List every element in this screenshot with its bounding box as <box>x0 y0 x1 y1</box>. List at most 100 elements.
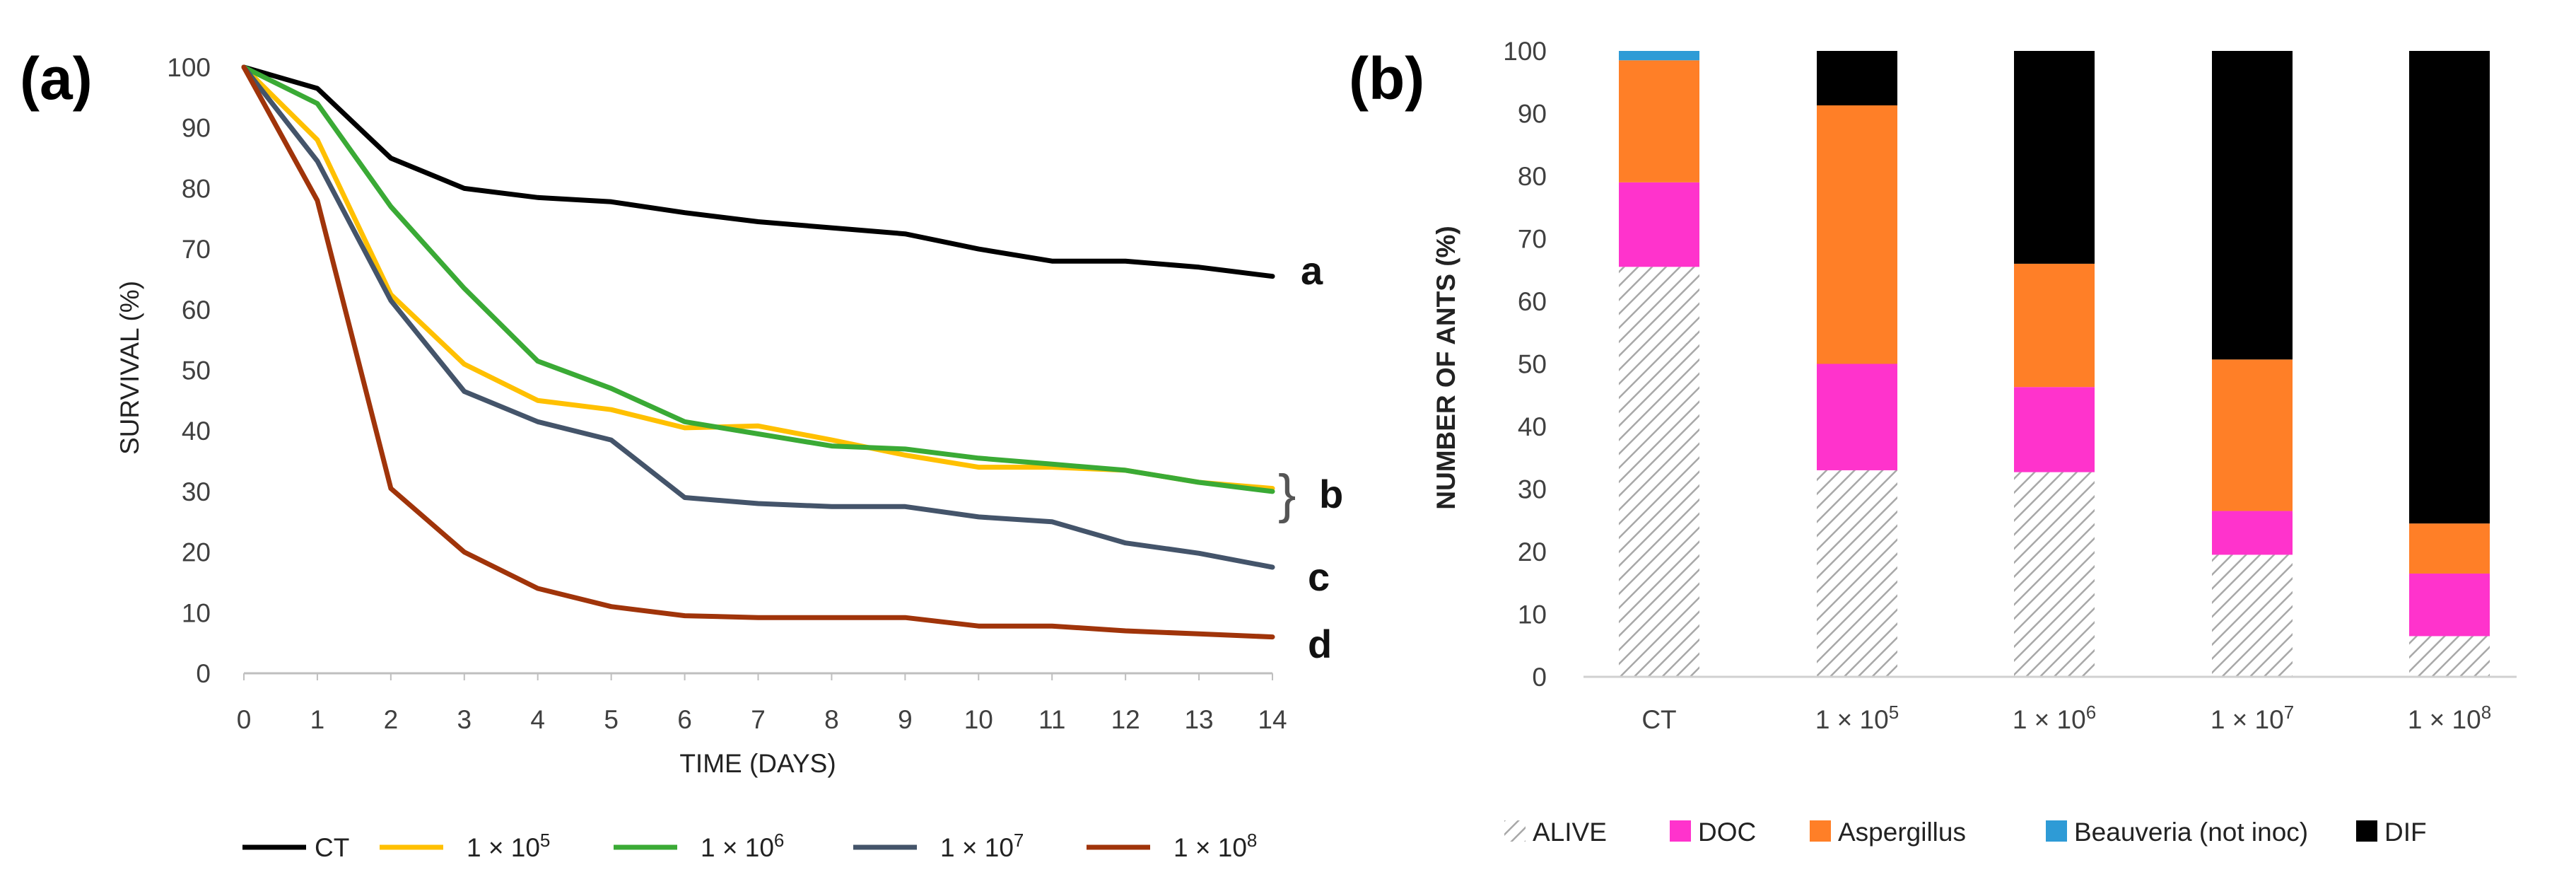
legend-swatch <box>2046 820 2067 842</box>
bar-segment-alive <box>2014 472 2095 677</box>
legend-label: DIF <box>2384 818 2427 847</box>
series-line-1-105 <box>241 64 1275 492</box>
y-tick-label: 40 <box>182 417 211 446</box>
x-axis-title: TIME (DAYS) <box>679 749 836 778</box>
category-label: 1 × 106 <box>2013 702 2096 734</box>
legend-swatch <box>1810 820 1831 842</box>
category-label-base: 1 × 10 <box>2408 705 2481 734</box>
bar-segment-aspergillus <box>2409 523 2490 574</box>
category-label-exponent: 8 <box>2481 702 2491 723</box>
legend-label-exponent: 6 <box>774 830 784 851</box>
legend-label: ALIVE <box>1533 818 1607 847</box>
survival-series <box>241 64 1275 640</box>
bar-segment-dif <box>2409 51 2490 524</box>
y-tick-label: 50 <box>1518 350 1547 379</box>
y-tick-label: 30 <box>182 477 211 506</box>
legend-a: CT 1 × 105 1 × 106 1 × 107 1 × 108 <box>242 830 1257 862</box>
y-axis-title: NUMBER OF ANTS (%) <box>1432 226 1460 510</box>
y-tick-label: 100 <box>167 53 211 82</box>
x-tick-label: 4 <box>530 705 545 734</box>
series-line-1-106 <box>241 64 1275 494</box>
y-tick-label: 80 <box>1518 162 1547 191</box>
series-line-ct <box>241 64 1275 279</box>
y-tick-label: 50 <box>182 356 211 385</box>
y-tick-label: 20 <box>1518 538 1547 566</box>
series-line-1-108 <box>241 64 1275 640</box>
bar-segment-doc <box>2014 387 2095 472</box>
x-tick-label: 12 <box>1111 705 1140 734</box>
x-tick-label: 14 <box>1258 705 1287 734</box>
legend-label: DOC <box>1698 818 1756 847</box>
y-tick-label: 90 <box>1518 100 1547 129</box>
legend-label-exponent: 8 <box>1247 830 1257 851</box>
x-tick-label: 6 <box>677 705 692 734</box>
stacked-bars <box>1619 51 2490 677</box>
legend-label: 1 × 106 <box>701 830 784 862</box>
panel-b-label: (b) <box>1349 45 1424 112</box>
x-tick-label: 10 <box>964 705 993 734</box>
y-tick-label: 30 <box>1518 475 1547 504</box>
category-label-base: CT <box>1641 705 1676 734</box>
bar-segment-dif <box>2014 51 2095 264</box>
category-label: 1 × 105 <box>1815 702 1899 734</box>
bar-segment-alive <box>2409 636 2490 677</box>
legend-label-exponent: 7 <box>1014 830 1024 851</box>
y-tick-label: 20 <box>182 538 211 567</box>
category-label-exponent: 7 <box>2284 702 2294 723</box>
x-tick-label: 5 <box>604 705 619 734</box>
y-tick-labels: 0 10 20 30 40 50 60 70 80 90 100 <box>167 53 211 688</box>
category-label: CT <box>1641 705 1676 734</box>
bar-segment-alive <box>2212 554 2293 677</box>
x-tick-label: 8 <box>824 705 839 734</box>
legend-label: 1 × 107 <box>940 830 1024 862</box>
category-label: 1 × 107 <box>2211 702 2294 734</box>
y-tick-label: 40 <box>1518 412 1547 441</box>
bar-segment-dif <box>2212 51 2293 360</box>
bar-segment-dif <box>1817 51 1897 105</box>
legend-label-base: 1 × 10 <box>467 833 540 862</box>
annotation-a: a <box>1301 248 1323 293</box>
y-tick-labels: 0 10 20 30 40 50 60 70 80 90 100 <box>1503 37 1547 692</box>
legend-b: ALIVE DOC Aspergillus Beauveria (not inoc) D… <box>1504 818 2427 847</box>
x-tick-label: 7 <box>751 705 766 734</box>
annotation-b: b <box>1319 472 1343 516</box>
category-label-base: 1 × 10 <box>2211 705 2284 734</box>
legend-swatch <box>2356 820 2377 842</box>
x-tick-label: 13 <box>1184 705 1213 734</box>
y-tick-label: 60 <box>182 296 211 325</box>
category-label-exponent: 6 <box>2086 702 2096 723</box>
bar-segment-alive <box>1817 470 1897 677</box>
y-tick-label: 90 <box>182 114 211 143</box>
legend-label-exponent: 5 <box>540 830 550 851</box>
y-tick-label: 100 <box>1503 37 1547 66</box>
x-tick-labels: 0 1 2 3 4 5 6 7 8 9 10 11 12 13 14 <box>237 705 1287 734</box>
y-tick-label: 60 <box>1518 287 1547 316</box>
y-tick-label: 80 <box>182 174 211 203</box>
x-tick-marks <box>243 673 1273 680</box>
y-tick-label: 70 <box>1518 225 1547 254</box>
category-label-base: 1 × 10 <box>2013 705 2086 734</box>
y-tick-label: 10 <box>1518 600 1547 629</box>
legend-label: 1 × 105 <box>467 830 550 862</box>
y-tick-label: 0 <box>196 659 211 688</box>
legend-label: 1 × 108 <box>1173 830 1257 862</box>
bar-segment-doc <box>2409 573 2490 637</box>
x-tick-label: 1 <box>310 705 325 734</box>
bar-segment-doc <box>1619 182 1699 267</box>
y-tick-label: 70 <box>182 235 211 264</box>
panel-a-label: (a) <box>20 45 93 112</box>
bar-segment-aspergillus <box>1619 60 1699 182</box>
legend-label: Aspergillus <box>1838 818 1966 847</box>
y-tick-label: 10 <box>182 598 211 627</box>
category-label-exponent: 5 <box>1889 702 1899 723</box>
bar-segment-aspergillus <box>1817 105 1897 364</box>
x-tick-label: 2 <box>384 705 399 734</box>
legend-swatch <box>1504 820 1526 842</box>
legend-label-base: 1 × 10 <box>1173 833 1247 862</box>
x-tick-label: 11 <box>1038 705 1065 734</box>
annotation-brace: } <box>1278 464 1296 524</box>
series-line-1-107 <box>241 64 1275 570</box>
bar-segment-aspergillus <box>2014 263 2095 388</box>
